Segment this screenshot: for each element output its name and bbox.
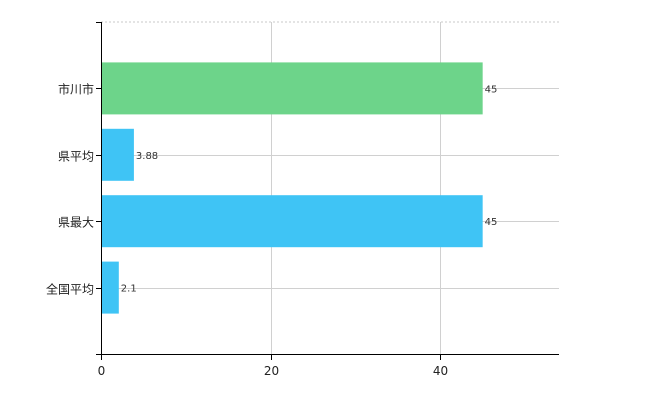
x-tick-label: 40	[433, 364, 448, 378]
bar	[101, 62, 483, 115]
bar	[101, 128, 134, 181]
x-tick-label: 0	[98, 364, 106, 378]
y-tick-label: 県平均	[58, 150, 94, 164]
bar-value-label: 2.1	[121, 284, 137, 295]
bar-value-label: 3.88	[136, 151, 158, 162]
y-tick-label: 県最大	[58, 216, 94, 230]
bar-value-label: 45	[485, 84, 498, 95]
bar	[101, 261, 119, 314]
y-tick-label: 市川市	[58, 82, 94, 97]
y-tick-label: 全国平均	[46, 282, 94, 297]
bar-value-label: 45	[485, 217, 498, 228]
bar	[101, 195, 483, 248]
x-tick-label: 20	[264, 364, 279, 378]
